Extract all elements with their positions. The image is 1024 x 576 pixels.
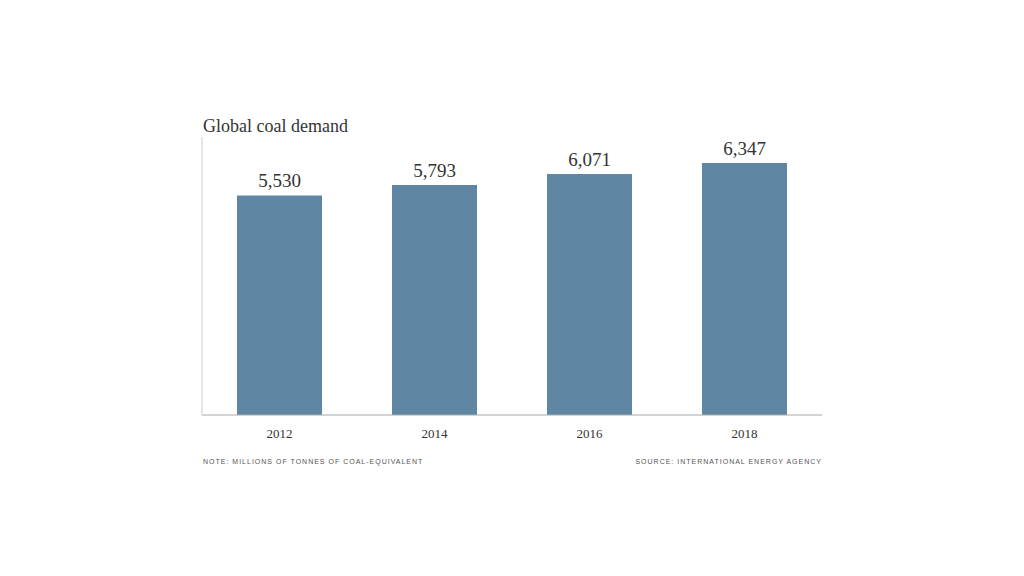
svg-text:5,530: 5,530 xyxy=(258,170,301,191)
svg-text:2016: 2016 xyxy=(577,426,604,441)
html-text:NOTE: MILLIONS OF TONNES OF CO: NOTE: MILLIONS OF TONNES OF COAL-EQUIVAL… xyxy=(203,458,424,465)
html-text:SOURCE: INTERNATIONAL ENERGY A: SOURCE: INTERNATIONAL ENERGY AGENCY xyxy=(635,458,822,465)
svg-text:2014: 2014 xyxy=(422,426,449,441)
svg-text:2018: 2018 xyxy=(732,426,758,441)
svg-text:6,071: 6,071 xyxy=(568,149,611,170)
svg-text:6,347: 6,347 xyxy=(723,138,766,159)
svg-text:2012: 2012 xyxy=(267,426,293,441)
html-text:Global coal demand: Global coal demand xyxy=(203,116,348,136)
svg-text:5,793: 5,793 xyxy=(413,160,456,181)
